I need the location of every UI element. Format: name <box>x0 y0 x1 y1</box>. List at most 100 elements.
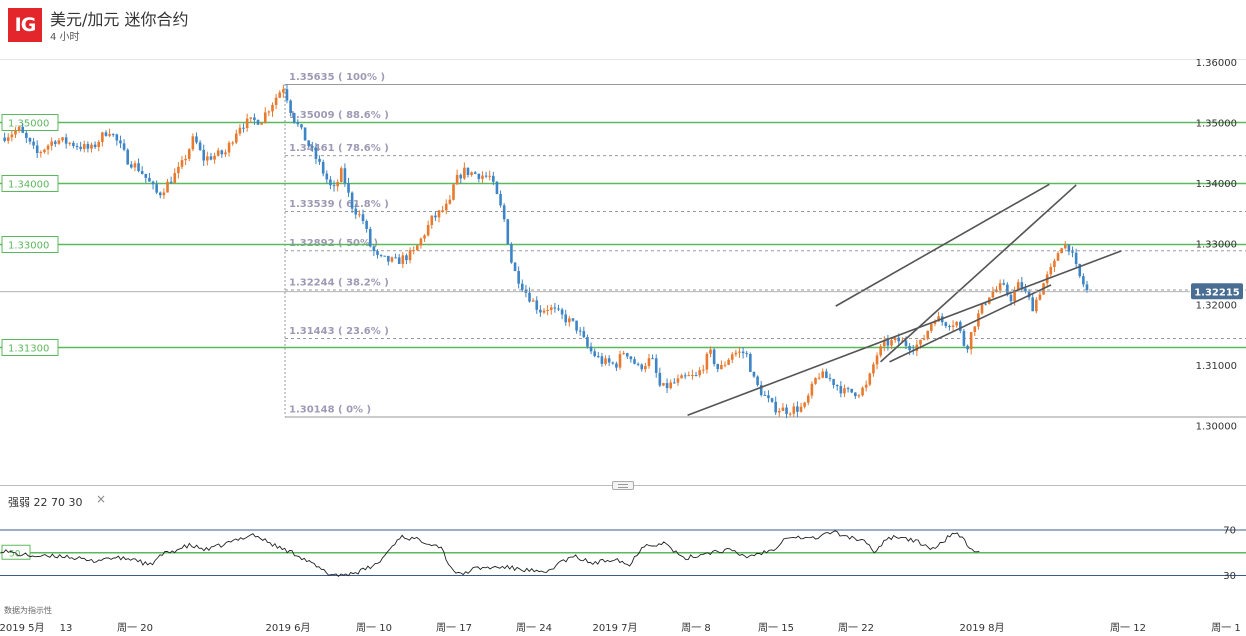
candle-body <box>455 174 459 185</box>
candle-body <box>1035 299 1038 312</box>
candle-body <box>901 340 904 342</box>
candle-body <box>227 142 231 153</box>
candle-body <box>535 300 539 310</box>
timeframe-label[interactable]: 4 小时 <box>50 32 80 43</box>
candle-body <box>636 363 640 365</box>
candle-body <box>633 359 636 364</box>
candle-body <box>390 257 394 262</box>
candle-body <box>437 210 441 218</box>
candle-body <box>875 355 879 365</box>
candle-body <box>720 365 723 370</box>
candle-body <box>825 371 828 379</box>
candle-body <box>263 112 267 123</box>
candle-body <box>1056 253 1060 261</box>
time-tick-label: 周一 10 <box>356 622 392 634</box>
candle-body <box>43 149 46 153</box>
candle-body <box>864 384 868 388</box>
time-tick-label: 2019 5月 <box>0 622 45 634</box>
candle-body <box>832 379 835 386</box>
candle-body <box>879 346 882 356</box>
candle-body <box>184 158 187 161</box>
candle-body <box>397 257 401 264</box>
candle-body <box>644 366 647 370</box>
candle-body <box>984 303 987 305</box>
candle-body <box>687 375 691 377</box>
candle-body <box>951 325 955 327</box>
candle-body <box>260 122 263 125</box>
candle-body <box>46 145 50 150</box>
candle-body <box>600 356 604 364</box>
candle-body <box>253 117 256 121</box>
close-icon[interactable]: × <box>96 492 107 506</box>
time-tick-label: 周一 1 <box>1211 622 1241 634</box>
candle-body <box>35 145 39 154</box>
trend-line[interactable] <box>687 250 1122 416</box>
candle-body <box>300 124 303 128</box>
candle-body <box>347 183 350 193</box>
price-tick-label: 1.36000 <box>1196 58 1237 69</box>
fib-level-label: 1.35635 ( 100% ) <box>289 72 385 83</box>
trend-line[interactable] <box>835 183 1050 307</box>
candle-body <box>115 134 119 141</box>
candle-body <box>361 214 365 222</box>
candle-body <box>759 385 763 396</box>
candle-body <box>180 160 184 167</box>
candle-body <box>749 353 752 372</box>
level-tag-label: 1.35000 <box>8 119 49 130</box>
candle-body <box>82 144 86 149</box>
level-tag-box <box>1 114 59 131</box>
candle-body <box>973 326 977 333</box>
candle-body <box>788 413 792 415</box>
candle-body <box>615 363 618 368</box>
candle-body <box>441 210 444 212</box>
time-tick-label: 周一 20 <box>117 622 153 634</box>
candle-body <box>568 318 571 323</box>
candle-body <box>177 166 180 174</box>
candle-body <box>419 238 423 246</box>
candle-body <box>607 358 611 363</box>
panel-resize-handle[interactable] <box>612 481 634 490</box>
candle-body <box>231 142 234 144</box>
candle-body <box>242 127 245 129</box>
candle-body <box>499 193 502 206</box>
candle-body <box>307 140 310 147</box>
candle-body <box>857 395 861 397</box>
trend-line[interactable] <box>889 284 1052 363</box>
candle-body <box>274 97 278 105</box>
time-tick-label: 2019 7月 <box>593 622 638 634</box>
candle-body <box>560 309 564 315</box>
candle-body <box>32 141 35 146</box>
candle-body <box>166 181 169 193</box>
candle-body <box>484 175 488 177</box>
candle-body <box>93 144 97 148</box>
candle-body <box>937 316 940 322</box>
current-price-tag <box>1191 283 1243 300</box>
candle-body <box>72 142 75 147</box>
candle-body <box>962 330 966 346</box>
fib-level-label: 1.30148 ( 0% ) <box>289 405 371 416</box>
candle-body <box>148 177 151 182</box>
time-tick-label: 周一 12 <box>1110 622 1146 634</box>
candle-body <box>412 250 415 252</box>
candle-body <box>126 149 129 165</box>
candle-body <box>723 364 727 366</box>
fib-level-label: 1.32244 ( 38.2% ) <box>289 278 389 289</box>
candle-body <box>622 353 625 355</box>
candle-body <box>828 378 832 380</box>
candle-body <box>10 134 14 138</box>
candle-body <box>727 359 730 365</box>
candle-body <box>785 407 788 415</box>
candle-body <box>54 141 57 144</box>
trend-line[interactable] <box>880 184 1077 363</box>
candle-body <box>995 289 998 293</box>
candle-body <box>104 132 108 136</box>
indicator-name: 强弱 <box>8 496 30 509</box>
candle-body <box>654 358 658 373</box>
candle-body <box>998 283 1002 290</box>
candle-body <box>528 292 531 302</box>
candle-body <box>955 321 958 326</box>
candle-body <box>101 132 104 142</box>
candle-body <box>57 140 61 144</box>
candle-body <box>767 395 770 399</box>
